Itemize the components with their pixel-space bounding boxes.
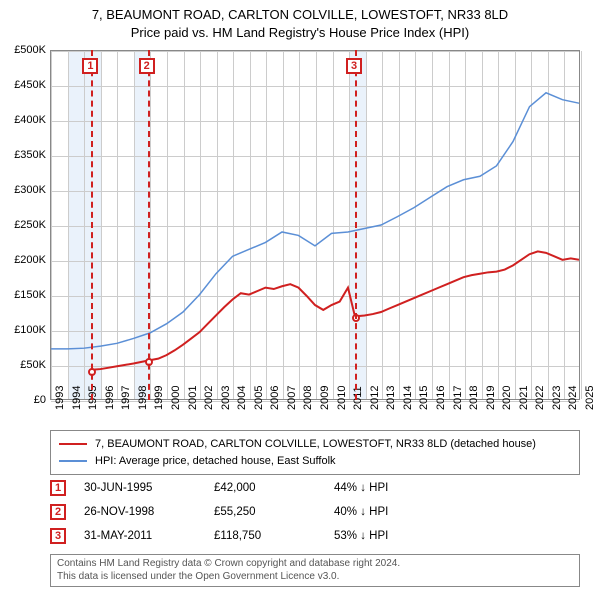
- event-price: £42,000: [214, 482, 334, 494]
- x-axis-label: 2016: [435, 386, 447, 410]
- event-marker-line: [91, 50, 93, 400]
- x-axis-label: 2021: [518, 386, 530, 410]
- attribution-line2: This data is licensed under the Open Gov…: [57, 571, 573, 584]
- y-axis-label: £400K: [14, 114, 46, 126]
- attribution: Contains HM Land Registry data © Crown c…: [50, 554, 580, 587]
- y-axis-label: £350K: [14, 149, 46, 161]
- attribution-line1: Contains HM Land Registry data © Crown c…: [57, 558, 573, 571]
- x-axis-label: 2005: [253, 386, 265, 410]
- event-marker-box: 3: [346, 58, 362, 74]
- x-axis-label: 2019: [485, 386, 497, 410]
- x-axis-label: 2017: [452, 386, 464, 410]
- x-axis-label: 1997: [120, 386, 132, 410]
- chart-container: 7, BEAUMONT ROAD, CARLTON COLVILLE, LOWE…: [0, 0, 600, 590]
- series-hpi: [51, 93, 579, 349]
- y-axis-label: £300K: [14, 184, 46, 196]
- event-marker-box: 1: [82, 58, 98, 74]
- series-property: [92, 251, 579, 369]
- x-axis-label: 2002: [203, 386, 215, 410]
- event-date: 26-NOV-1998: [84, 506, 214, 518]
- y-axis-label: £50K: [20, 359, 46, 371]
- y-axis-label: £250K: [14, 219, 46, 231]
- legend-label-property: 7, BEAUMONT ROAD, CARLTON COLVILLE, LOWE…: [95, 436, 536, 453]
- event-price: £55,250: [214, 506, 334, 518]
- y-axis-label: £100K: [14, 324, 46, 336]
- event-date: 30-JUN-1995: [84, 482, 214, 494]
- legend-row-hpi: HPI: Average price, detached house, East…: [59, 453, 571, 470]
- x-axis-label: 2004: [236, 386, 248, 410]
- x-axis-label: 2010: [336, 386, 348, 410]
- y-axis-label: £200K: [14, 254, 46, 266]
- legend-swatch-property: [59, 443, 87, 445]
- x-axis-label: 2003: [220, 386, 232, 410]
- x-axis-label: 2013: [385, 386, 397, 410]
- gridline-v: [581, 51, 582, 399]
- x-axis-label: 2008: [302, 386, 314, 410]
- x-axis-label: 2022: [534, 386, 546, 410]
- legend-row-property: 7, BEAUMONT ROAD, CARLTON COLVILLE, LOWE…: [59, 436, 571, 453]
- event-diff: 44% ↓ HPI: [334, 482, 388, 494]
- x-axis-label: 2001: [187, 386, 199, 410]
- event-diff: 40% ↓ HPI: [334, 506, 388, 518]
- event-date: 31-MAY-2011: [84, 530, 214, 542]
- x-axis-label: 2009: [319, 386, 331, 410]
- x-axis-label: 2020: [501, 386, 513, 410]
- event-marker-box: 2: [139, 58, 155, 74]
- event-diff: 53% ↓ HPI: [334, 530, 388, 542]
- x-axis-label: 2014: [402, 386, 414, 410]
- x-axis-label: 2006: [269, 386, 281, 410]
- x-axis-label: 2011: [352, 386, 364, 410]
- title-address: 7, BEAUMONT ROAD, CARLTON COLVILLE, LOWE…: [0, 6, 600, 24]
- title-subtitle: Price paid vs. HM Land Registry's House …: [0, 24, 600, 42]
- event-marker-icon: 3: [50, 528, 66, 544]
- x-axis-label: 1996: [104, 386, 116, 410]
- legend-swatch-hpi: [59, 460, 87, 462]
- event-marker-icon: 1: [50, 480, 66, 496]
- x-axis-label: 2025: [584, 386, 596, 410]
- x-axis-label: 2018: [468, 386, 480, 410]
- x-axis-label: 2015: [418, 386, 430, 410]
- event-price: £118,750: [214, 530, 334, 542]
- x-axis-label: 2007: [286, 386, 298, 410]
- x-axis-label: 1993: [54, 386, 66, 410]
- chart-svg: [51, 51, 579, 399]
- y-axis-label: £0: [34, 394, 46, 406]
- chart-plot-area: [50, 50, 580, 400]
- event-marker-line: [148, 50, 150, 400]
- event-row-2: 2 26-NOV-1998 £55,250 40% ↓ HPI: [50, 500, 580, 524]
- x-axis-label: 2023: [551, 386, 563, 410]
- x-axis-label: 1994: [71, 386, 83, 410]
- y-axis-label: £500K: [14, 44, 46, 56]
- x-axis-label: 2012: [369, 386, 381, 410]
- legend-label-hpi: HPI: Average price, detached house, East…: [95, 453, 336, 470]
- x-axis-label: 1999: [153, 386, 165, 410]
- x-axis-label: 2024: [567, 386, 579, 410]
- event-row-1: 1 30-JUN-1995 £42,000 44% ↓ HPI: [50, 476, 580, 500]
- title-block: 7, BEAUMONT ROAD, CARLTON COLVILLE, LOWE…: [0, 0, 600, 45]
- event-row-3: 3 31-MAY-2011 £118,750 53% ↓ HPI: [50, 524, 580, 548]
- y-axis-label: £150K: [14, 289, 46, 301]
- y-axis-label: £450K: [14, 79, 46, 91]
- event-marker-line: [355, 50, 357, 400]
- x-axis-label: 2000: [170, 386, 182, 410]
- legend: 7, BEAUMONT ROAD, CARLTON COLVILLE, LOWE…: [50, 430, 580, 475]
- events-table: 1 30-JUN-1995 £42,000 44% ↓ HPI 2 26-NOV…: [50, 476, 580, 548]
- event-marker-icon: 2: [50, 504, 66, 520]
